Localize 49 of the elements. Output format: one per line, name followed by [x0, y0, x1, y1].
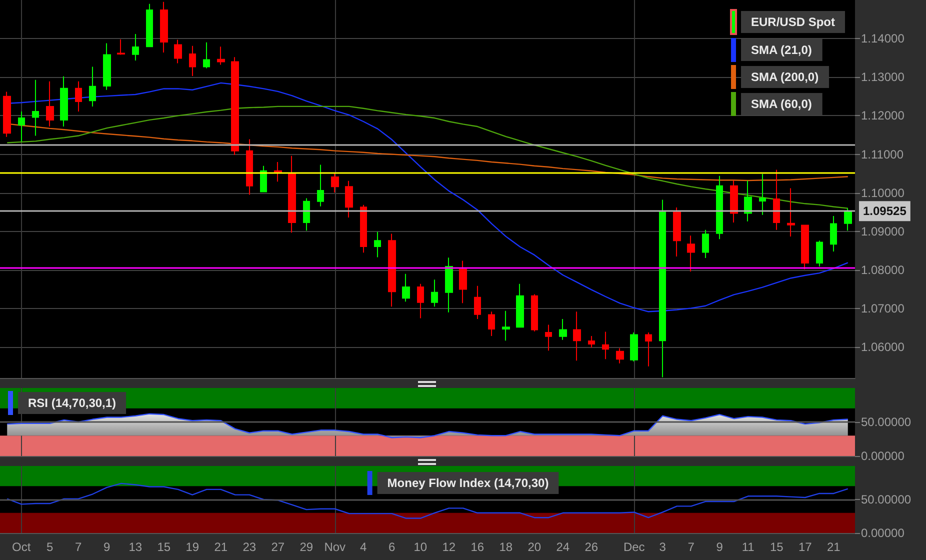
x-tick-label: 17 — [798, 540, 812, 554]
x-tick-label: 5 — [46, 540, 54, 554]
legend-label: SMA (21,0) — [751, 43, 812, 57]
x-tick-label: 16 — [470, 540, 484, 554]
legend-label: SMA (60,0) — [751, 97, 812, 111]
x-tick-label: 9 — [716, 540, 724, 554]
x-tick-label: 10 — [414, 540, 428, 554]
x-tick-label: Nov — [324, 540, 346, 554]
x-tick-label: 13 — [128, 540, 142, 554]
x-tick-label: 6 — [388, 540, 396, 554]
x-tick-label: 7 — [75, 540, 82, 554]
x-tick-label: 20 — [528, 540, 542, 554]
y-tick-label: 1.08000 — [861, 263, 905, 277]
x-tick-label: 24 — [556, 540, 570, 554]
y-tick-label: 1.11000 — [861, 147, 904, 162]
x-tick-label: 15 — [770, 540, 784, 554]
x-tick-label: 7 — [688, 540, 695, 554]
y-tick-label: 50.00000 — [861, 415, 912, 429]
x-tick-label: 9 — [104, 540, 111, 554]
x-tick-label: 12 — [442, 540, 456, 554]
x-tick-label: 3 — [659, 540, 666, 554]
legend-label: Money Flow Index (14,70,30) — [387, 476, 549, 490]
legend-label: EUR/USD Spot — [751, 15, 836, 29]
y-tick-label: 1.06000 — [861, 340, 905, 354]
ref-line-label: 1.09525 — [863, 204, 907, 218]
x-tick-label: 26 — [584, 540, 598, 554]
y-tick-label: 0.00000 — [861, 449, 905, 463]
x-tick-label: 23 — [242, 540, 256, 554]
x-tick-label: 18 — [499, 540, 513, 554]
x-tick-label: 19 — [186, 540, 200, 554]
x-tick-label: 27 — [271, 540, 285, 554]
x-tick-label: 29 — [300, 540, 314, 554]
legend-label: RSI (14,70,30,1) — [28, 396, 116, 410]
x-tick-label: 11 — [742, 540, 755, 554]
x-tick-label: 21 — [826, 540, 841, 554]
x-tick-label: 4 — [360, 540, 368, 554]
y-tick-label: 1.09000 — [861, 224, 905, 238]
y-tick-label: 1.12000 — [861, 108, 905, 123]
legend-label: SMA (200,0) — [751, 70, 819, 84]
y-tick-label: 1.10000 — [861, 186, 905, 200]
y-tick-label: 1.14000 — [861, 32, 905, 46]
x-tick-label: Dec — [623, 540, 645, 554]
x-tick-label: 15 — [157, 540, 171, 554]
x-tick-label: Oct — [12, 540, 32, 554]
y-tick-label: 0.00000 — [861, 526, 905, 540]
y-tick-label: 1.07000 — [861, 302, 905, 316]
x-tick-label: 21 — [214, 540, 228, 554]
y-tick-label: 1.13000 — [861, 70, 905, 84]
y-tick-label: 50.00000 — [861, 492, 912, 506]
